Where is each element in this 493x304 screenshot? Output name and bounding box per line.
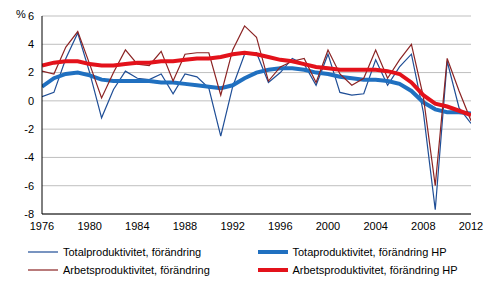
svg-text:1984: 1984 (125, 220, 149, 232)
svg-text:0: 0 (28, 95, 34, 107)
svg-text:-2: -2 (24, 123, 34, 135)
html-text:Arbetsproduktivitet, förändrin: Arbetsproduktivitet, förändring HP (292, 264, 458, 276)
svg-text:2012: 2012 (459, 220, 483, 232)
svg-text:1980: 1980 (77, 220, 101, 232)
svg-text:6: 6 (28, 10, 34, 22)
svg-text:1988: 1988 (173, 220, 197, 232)
html-text:Totaproduktivitet, förändring: Totaproduktivitet, förändring HP (292, 246, 447, 258)
svg-text:-6: -6 (24, 180, 34, 192)
svg-text:-8: -8 (24, 208, 34, 220)
svg-text:1976: 1976 (30, 220, 54, 232)
svg-text:1992: 1992 (220, 220, 244, 232)
svg-text:2004: 2004 (363, 220, 387, 232)
html-text:Totalproduktivitet, förändring: Totalproduktivitet, förändring (63, 246, 202, 258)
svg-text:4: 4 (28, 38, 34, 50)
svg-text:1996: 1996 (268, 220, 292, 232)
svg-text:2008: 2008 (411, 220, 435, 232)
html-text:Arbetsproduktivitet, förändrin: Arbetsproduktivitet, förändring (63, 264, 210, 276)
svg-text:-4: -4 (24, 151, 34, 163)
svg-text:2: 2 (28, 66, 34, 78)
svg-text:2000: 2000 (316, 220, 340, 232)
